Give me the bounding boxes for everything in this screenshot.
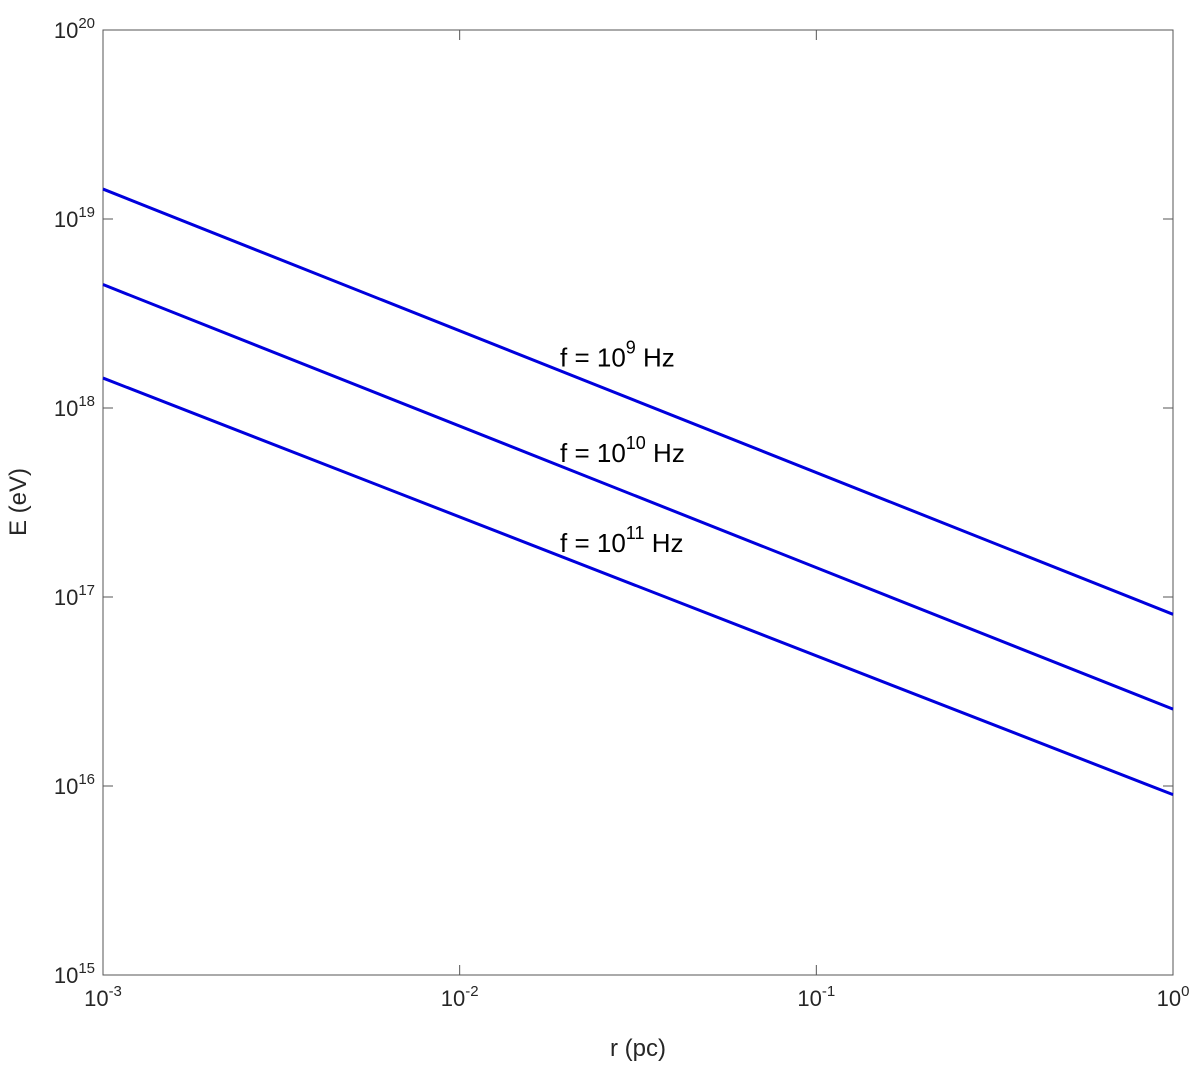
series-line xyxy=(102,376,1174,797)
y-tick-label: 1017 xyxy=(54,582,95,610)
x-tick-label: 10-2 xyxy=(441,983,479,1011)
y-tick-label: 1018 xyxy=(54,393,95,421)
plot-frame xyxy=(102,29,1174,976)
series-annotation: f = 1010 Hz xyxy=(560,433,685,468)
series-annotation: f = 1011 Hz xyxy=(560,523,683,558)
x-tick-label-base: 10 xyxy=(797,986,821,1011)
annotation-unit: Hz xyxy=(644,528,683,558)
y-tick-label-exp: 15 xyxy=(78,960,95,977)
annotation-exp: 10 xyxy=(626,433,646,453)
x-tick-label-base: 10 xyxy=(84,986,108,1011)
annotation-base: f = 10 xyxy=(560,343,626,373)
y-tick-label-exp: 18 xyxy=(78,393,95,410)
x-tick-label: 100 xyxy=(1157,983,1190,1011)
annotation-base: f = 10 xyxy=(560,438,626,468)
y-tick-label: 1019 xyxy=(54,204,95,232)
y-tick-label-exp: 17 xyxy=(78,582,95,599)
y-tick-label-base: 10 xyxy=(54,585,78,610)
x-tick-label-base: 10 xyxy=(441,986,465,1011)
y-tick-label-base: 10 xyxy=(54,207,78,232)
annotation-exp: 9 xyxy=(626,338,636,358)
annotation-base: f = 10 xyxy=(560,528,626,558)
y-tick-label-exp: 19 xyxy=(78,204,95,221)
y-axis-label: E (eV) xyxy=(5,468,32,536)
x-tick-label: 10-1 xyxy=(797,983,835,1011)
y-tick-label-base: 10 xyxy=(54,18,78,43)
series-line xyxy=(102,283,1174,711)
series-annotation: f = 109 Hz xyxy=(560,338,675,373)
x-tick-label-exp: -3 xyxy=(109,983,122,1000)
annotation-exp: 11 xyxy=(626,523,645,543)
x-tick-label-base: 10 xyxy=(1157,986,1181,1011)
y-tick-label: 1015 xyxy=(54,960,95,988)
y-tick-label-exp: 16 xyxy=(78,771,95,788)
x-tick-label-exp: 0 xyxy=(1181,983,1189,1000)
x-tick-label: 10-3 xyxy=(84,983,122,1011)
y-tick-label: 1016 xyxy=(54,771,95,799)
series-line xyxy=(102,187,1174,616)
annotation-unit: Hz xyxy=(646,438,685,468)
y-tick-label: 1020 xyxy=(54,15,95,43)
x-axis-label: r (pc) xyxy=(610,1035,666,1062)
y-tick-label-exp: 20 xyxy=(78,15,95,32)
x-tick-label-exp: -2 xyxy=(465,983,478,1000)
x-tick-label-exp: -1 xyxy=(822,983,835,1000)
y-tick-label-base: 10 xyxy=(54,396,78,421)
y-tick-label-base: 10 xyxy=(54,774,78,799)
y-tick-label-base: 10 xyxy=(54,963,78,988)
annotation-unit: Hz xyxy=(636,343,675,373)
